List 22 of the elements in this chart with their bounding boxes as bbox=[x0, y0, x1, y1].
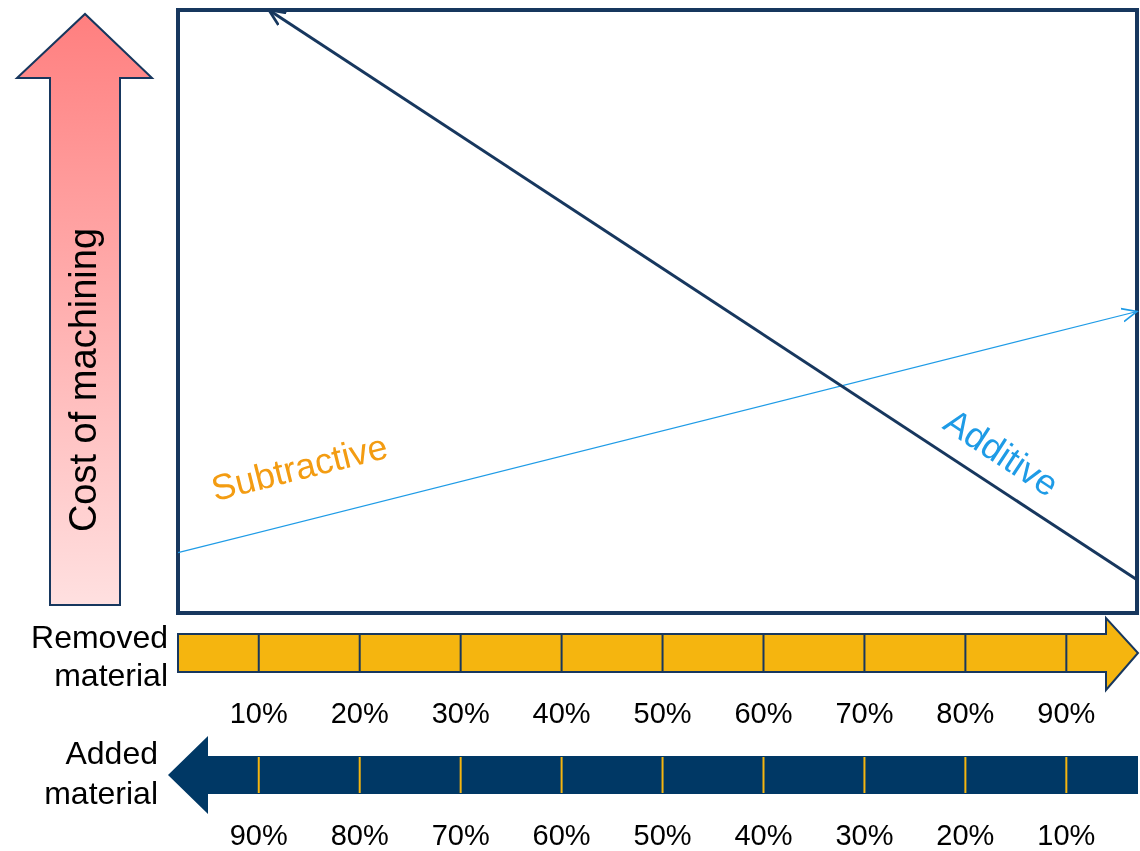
x2-tick-label: 60% bbox=[532, 819, 591, 851]
x2-tick-label: 20% bbox=[936, 819, 995, 851]
x2-tick-label: 90% bbox=[229, 819, 288, 851]
x-tick-label: 40% bbox=[532, 697, 591, 729]
x2-tick-label: 10% bbox=[1037, 819, 1096, 851]
x-tick-label: 90% bbox=[1037, 697, 1096, 729]
x-axis-title: Removed material bbox=[31, 619, 168, 693]
x2-tick-label: 80% bbox=[330, 819, 389, 851]
x-tick-label: 70% bbox=[835, 697, 894, 729]
x-tick-label: 20% bbox=[330, 697, 389, 729]
x2-tick-label: 50% bbox=[633, 819, 692, 851]
x-tick-label: 30% bbox=[431, 697, 490, 729]
x2-axis-title: Added material bbox=[44, 735, 158, 811]
annotation: Subtractive bbox=[206, 425, 392, 509]
x-tick-label: 80% bbox=[936, 697, 995, 729]
x2-tick-label: 70% bbox=[431, 819, 490, 851]
x2-tick-label: 30% bbox=[835, 819, 894, 851]
x-tick-label: 60% bbox=[734, 697, 793, 729]
y-axis-title: Cost of machining bbox=[62, 227, 104, 533]
x2-tick-label: 40% bbox=[734, 819, 793, 851]
x-tick-label: 10% bbox=[229, 697, 288, 729]
x-tick-label: 50% bbox=[633, 697, 692, 729]
